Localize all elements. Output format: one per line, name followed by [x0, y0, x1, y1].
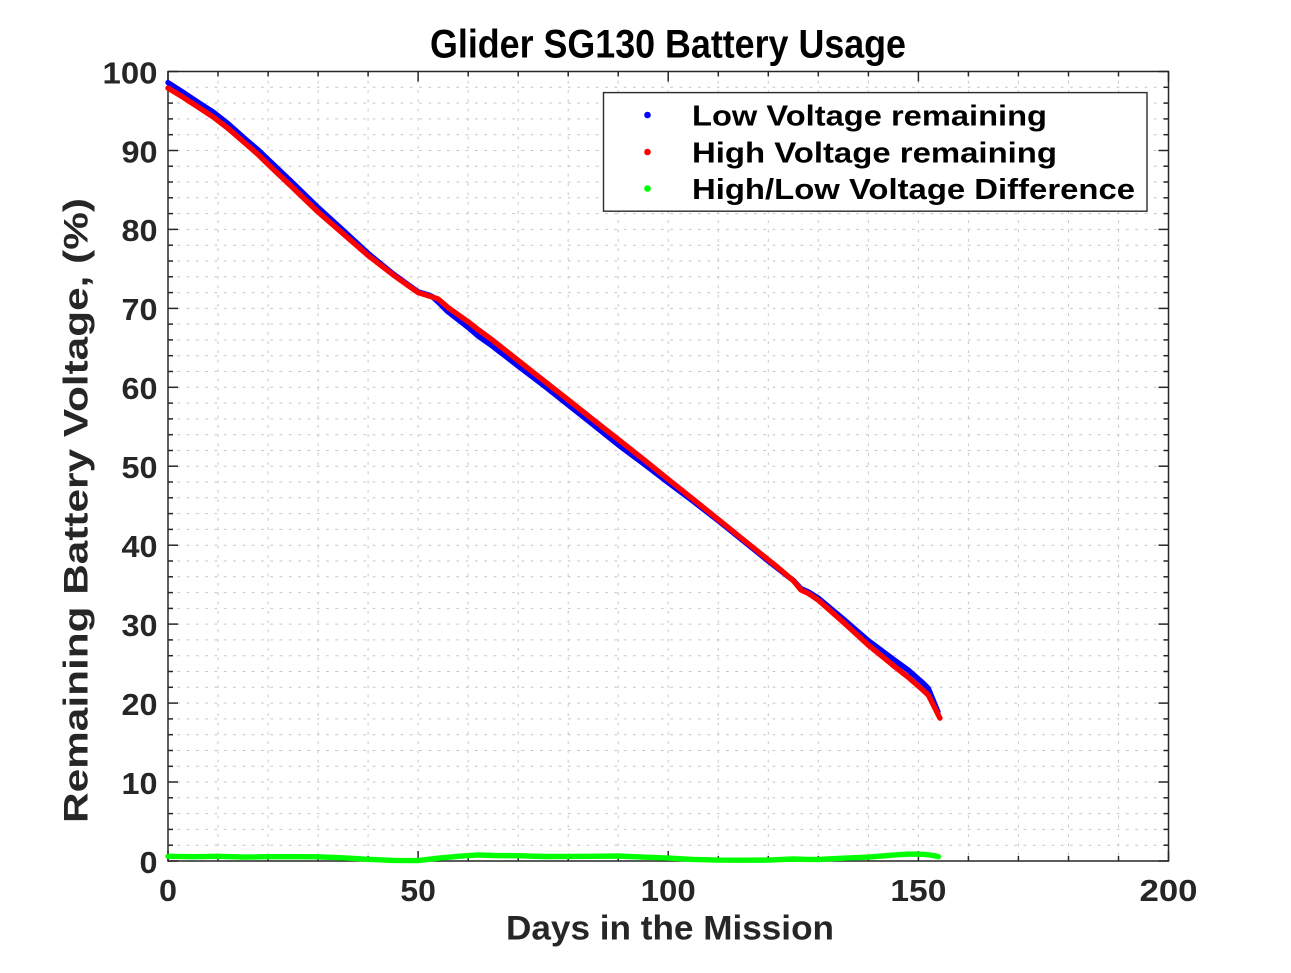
svg-text:Days in the Mission: Days in the Mission: [506, 910, 834, 948]
svg-text:60: 60: [122, 371, 158, 406]
svg-text:20: 20: [122, 687, 158, 722]
svg-text:High/Low Voltage Difference: High/Low Voltage Difference: [692, 174, 1135, 206]
svg-text:0: 0: [140, 845, 158, 880]
svg-text:70: 70: [122, 292, 158, 327]
svg-text:40: 40: [122, 529, 158, 564]
svg-text:Remaining Battery Voltage, (%): Remaining Battery Voltage, (%): [58, 198, 96, 823]
svg-text:10: 10: [122, 766, 158, 801]
svg-text:Glider SG130 Battery Usage: Glider SG130 Battery Usage: [430, 23, 906, 67]
svg-text:80: 80: [122, 213, 158, 248]
svg-text:90: 90: [122, 134, 158, 169]
svg-text:30: 30: [122, 608, 158, 643]
svg-text:150: 150: [890, 873, 946, 908]
svg-text:0: 0: [159, 873, 177, 908]
svg-text:200: 200: [1140, 873, 1198, 908]
svg-text:Low Voltage remaining: Low Voltage remaining: [692, 101, 1047, 133]
svg-text:High Voltage remaining: High Voltage remaining: [692, 138, 1057, 170]
svg-text:50: 50: [400, 873, 436, 908]
svg-text:50: 50: [122, 450, 158, 485]
svg-text:100: 100: [103, 55, 158, 90]
svg-text:100: 100: [641, 873, 696, 908]
